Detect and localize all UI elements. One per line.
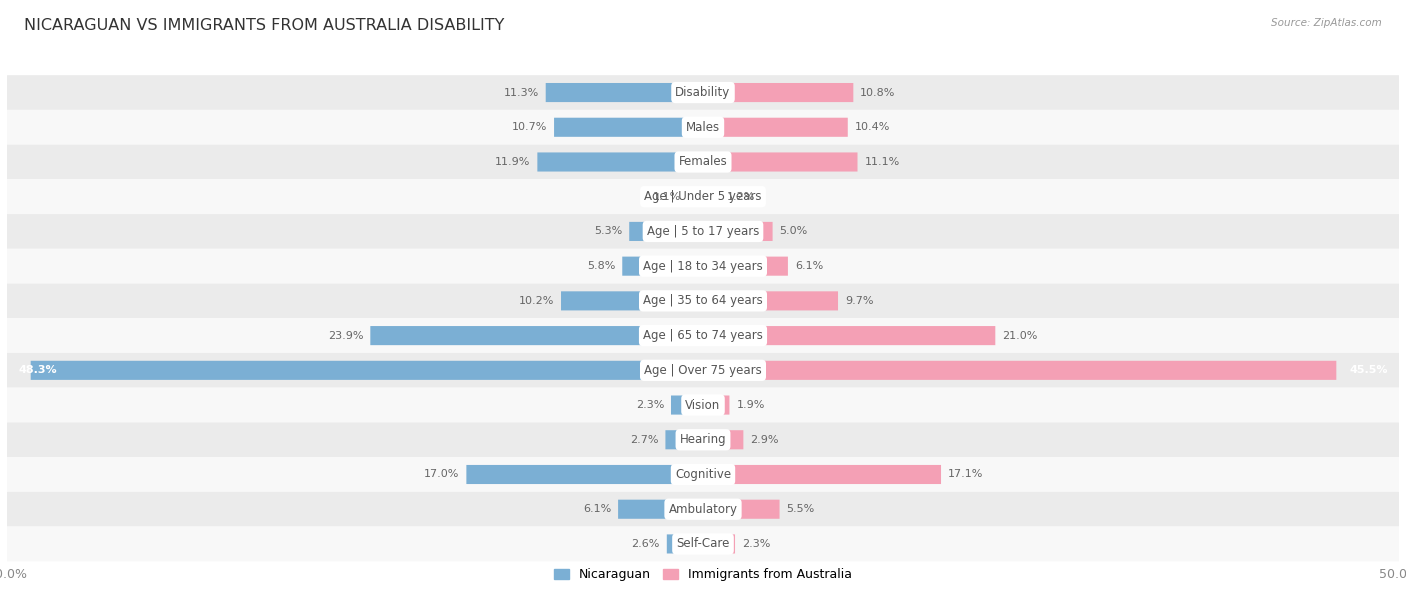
FancyBboxPatch shape bbox=[703, 465, 941, 484]
Text: Age | 18 to 34 years: Age | 18 to 34 years bbox=[643, 259, 763, 273]
Text: 10.4%: 10.4% bbox=[855, 122, 890, 132]
Text: 2.6%: 2.6% bbox=[631, 539, 659, 549]
FancyBboxPatch shape bbox=[703, 291, 838, 310]
Text: 10.7%: 10.7% bbox=[512, 122, 547, 132]
Text: 5.0%: 5.0% bbox=[779, 226, 808, 236]
Text: Males: Males bbox=[686, 121, 720, 134]
Text: 2.3%: 2.3% bbox=[636, 400, 664, 410]
Text: 10.8%: 10.8% bbox=[860, 88, 896, 97]
Text: Age | Over 75 years: Age | Over 75 years bbox=[644, 364, 762, 377]
FancyBboxPatch shape bbox=[703, 83, 853, 102]
FancyBboxPatch shape bbox=[7, 75, 1399, 110]
Text: Vision: Vision bbox=[685, 398, 721, 411]
FancyBboxPatch shape bbox=[703, 222, 773, 241]
FancyBboxPatch shape bbox=[7, 318, 1399, 353]
FancyBboxPatch shape bbox=[7, 387, 1399, 422]
Text: 2.7%: 2.7% bbox=[630, 435, 658, 445]
FancyBboxPatch shape bbox=[7, 249, 1399, 283]
FancyBboxPatch shape bbox=[703, 395, 730, 414]
FancyBboxPatch shape bbox=[703, 152, 858, 171]
Text: 17.0%: 17.0% bbox=[425, 469, 460, 479]
FancyBboxPatch shape bbox=[703, 430, 744, 449]
FancyBboxPatch shape bbox=[561, 291, 703, 310]
FancyBboxPatch shape bbox=[7, 457, 1399, 492]
FancyBboxPatch shape bbox=[703, 256, 787, 275]
FancyBboxPatch shape bbox=[666, 534, 703, 553]
FancyBboxPatch shape bbox=[703, 499, 779, 519]
Text: Ambulatory: Ambulatory bbox=[668, 502, 738, 516]
Text: 11.9%: 11.9% bbox=[495, 157, 530, 167]
FancyBboxPatch shape bbox=[7, 422, 1399, 457]
FancyBboxPatch shape bbox=[31, 361, 703, 380]
Text: 11.3%: 11.3% bbox=[503, 88, 538, 97]
FancyBboxPatch shape bbox=[619, 499, 703, 519]
Text: 6.1%: 6.1% bbox=[794, 261, 823, 271]
Text: 2.9%: 2.9% bbox=[751, 435, 779, 445]
FancyBboxPatch shape bbox=[703, 534, 735, 553]
Text: 2.3%: 2.3% bbox=[742, 539, 770, 549]
Text: 48.3%: 48.3% bbox=[18, 365, 56, 375]
FancyBboxPatch shape bbox=[370, 326, 703, 345]
Text: Age | Under 5 years: Age | Under 5 years bbox=[644, 190, 762, 203]
FancyBboxPatch shape bbox=[467, 465, 703, 484]
Text: 21.0%: 21.0% bbox=[1002, 330, 1038, 341]
Legend: Nicaraguan, Immigrants from Australia: Nicaraguan, Immigrants from Australia bbox=[548, 563, 858, 586]
FancyBboxPatch shape bbox=[623, 256, 703, 275]
Text: 6.1%: 6.1% bbox=[583, 504, 612, 514]
Text: Females: Females bbox=[679, 155, 727, 168]
FancyBboxPatch shape bbox=[7, 179, 1399, 214]
Text: 5.3%: 5.3% bbox=[593, 226, 623, 236]
FancyBboxPatch shape bbox=[703, 326, 995, 345]
Text: 1.1%: 1.1% bbox=[652, 192, 681, 202]
FancyBboxPatch shape bbox=[7, 526, 1399, 561]
FancyBboxPatch shape bbox=[7, 353, 1399, 387]
Text: 17.1%: 17.1% bbox=[948, 469, 983, 479]
Text: 1.2%: 1.2% bbox=[727, 192, 755, 202]
Text: 10.2%: 10.2% bbox=[519, 296, 554, 306]
Text: NICARAGUAN VS IMMIGRANTS FROM AUSTRALIA DISABILITY: NICARAGUAN VS IMMIGRANTS FROM AUSTRALIA … bbox=[24, 18, 505, 34]
Text: 45.5%: 45.5% bbox=[1350, 365, 1388, 375]
Text: Age | 65 to 74 years: Age | 65 to 74 years bbox=[643, 329, 763, 342]
FancyBboxPatch shape bbox=[7, 144, 1399, 179]
FancyBboxPatch shape bbox=[7, 110, 1399, 144]
Text: Disability: Disability bbox=[675, 86, 731, 99]
Text: Cognitive: Cognitive bbox=[675, 468, 731, 481]
FancyBboxPatch shape bbox=[703, 118, 848, 137]
Text: 23.9%: 23.9% bbox=[328, 330, 363, 341]
FancyBboxPatch shape bbox=[688, 187, 703, 206]
FancyBboxPatch shape bbox=[671, 395, 703, 414]
Text: 9.7%: 9.7% bbox=[845, 296, 873, 306]
Text: 1.9%: 1.9% bbox=[737, 400, 765, 410]
FancyBboxPatch shape bbox=[546, 83, 703, 102]
FancyBboxPatch shape bbox=[537, 152, 703, 171]
Text: Hearing: Hearing bbox=[679, 433, 727, 446]
FancyBboxPatch shape bbox=[630, 222, 703, 241]
Text: 5.5%: 5.5% bbox=[786, 504, 814, 514]
Text: 11.1%: 11.1% bbox=[865, 157, 900, 167]
Text: Age | 5 to 17 years: Age | 5 to 17 years bbox=[647, 225, 759, 238]
FancyBboxPatch shape bbox=[665, 430, 703, 449]
Text: Source: ZipAtlas.com: Source: ZipAtlas.com bbox=[1271, 18, 1382, 28]
FancyBboxPatch shape bbox=[554, 118, 703, 137]
FancyBboxPatch shape bbox=[703, 361, 1336, 380]
Text: Age | 35 to 64 years: Age | 35 to 64 years bbox=[643, 294, 763, 307]
Text: Self-Care: Self-Care bbox=[676, 537, 730, 550]
Text: 5.8%: 5.8% bbox=[586, 261, 616, 271]
FancyBboxPatch shape bbox=[703, 187, 720, 206]
FancyBboxPatch shape bbox=[7, 492, 1399, 526]
FancyBboxPatch shape bbox=[7, 283, 1399, 318]
FancyBboxPatch shape bbox=[7, 214, 1399, 249]
